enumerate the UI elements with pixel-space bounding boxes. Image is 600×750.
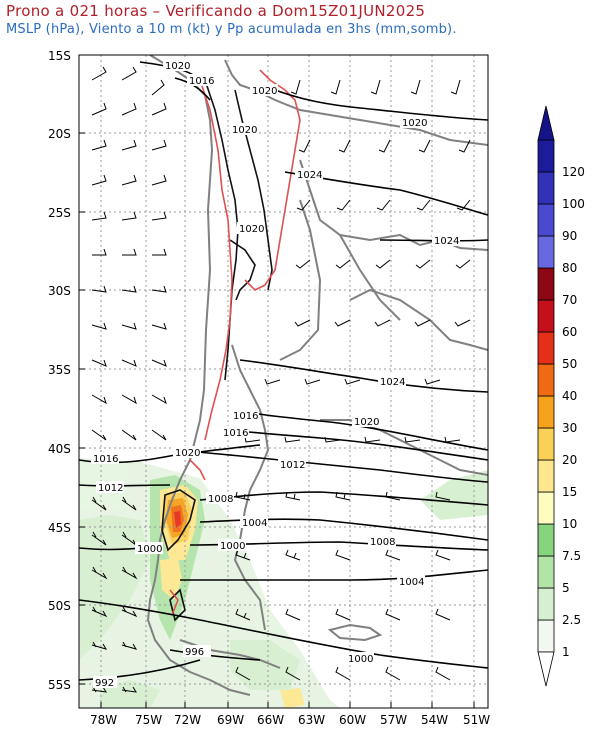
- colorbar-label: 15: [562, 485, 577, 499]
- lat-tick-label: 35S: [48, 363, 71, 377]
- colorbar-segment: [537, 491, 555, 525]
- axis-ticks: [79, 54, 475, 708]
- lat-tick-label: 50S: [48, 599, 71, 613]
- lon-tick-label: 66W: [257, 713, 284, 727]
- isobar-label: 1020: [239, 224, 264, 235]
- lat-tick-label: 45S: [48, 521, 71, 535]
- map-subtitle: MSLP (hPa), Viento a 10 m (kt) y Pp acum…: [6, 22, 457, 37]
- colorbar-label: 2.5: [562, 613, 581, 627]
- colorbar-segment: [537, 555, 555, 589]
- lon-tick-label: 69W: [217, 713, 244, 727]
- lon-tick-label: 78W: [90, 713, 117, 727]
- isobar-label-group: 1020 1016 1020 1020 1020 1024 1024 1020 …: [91, 59, 460, 689]
- lat-tick-label: 40S: [48, 442, 71, 456]
- isobar-label: 1012: [98, 483, 123, 494]
- plot-frame: [78, 54, 489, 709]
- colorbar-segment: [537, 139, 555, 173]
- colorbar-segment: [537, 523, 555, 557]
- lat-tick-label: 15S: [48, 49, 71, 63]
- isobar-label: 1008: [370, 537, 395, 548]
- lat-tick-label: 30S: [48, 284, 71, 298]
- colorbar-segment: [537, 171, 555, 205]
- isobar-label: 1016: [93, 454, 118, 465]
- colorbar-segment: [537, 363, 555, 397]
- isobar-label: 1020: [402, 118, 427, 129]
- isobar-label: 1000: [348, 654, 373, 665]
- high-terrain-contour: [169, 69, 301, 616]
- colorbar-segment: [537, 235, 555, 269]
- colorbar-segment: [537, 203, 555, 237]
- colorbar-segment: [537, 299, 555, 333]
- colorbar-label: 10: [562, 517, 577, 531]
- colorbar-upper-arrow: [537, 105, 555, 141]
- colorbar-segment: [537, 459, 555, 493]
- lon-tick-label: 57W: [380, 713, 407, 727]
- isobar-label: 1024: [380, 377, 405, 388]
- isobar-label: 1004: [242, 518, 267, 529]
- colorbar-segment: [537, 395, 555, 429]
- wind-barbs: [91, 66, 471, 693]
- isobar-label: 1024: [434, 236, 459, 247]
- colorbar-label: 120: [562, 165, 585, 179]
- lon-tick-label: 63W: [298, 713, 325, 727]
- lon-tick-label: 51W: [463, 713, 490, 727]
- isobar-label: 1020: [232, 125, 257, 136]
- map-title: Prono a 021 horas – Verificando a Dom15Z…: [6, 2, 426, 20]
- colorbar-segment: [537, 267, 555, 301]
- colorbar-segment: [537, 619, 555, 653]
- colorbar-segment: [537, 427, 555, 461]
- lon-tick-label: 75W: [135, 713, 162, 727]
- colorbar-label: 20: [562, 453, 577, 467]
- isobar-label: 1020: [252, 86, 277, 97]
- isobar-label: 992: [95, 678, 114, 689]
- colorbar-segment: [537, 587, 555, 621]
- isobar-label: 1016: [189, 76, 214, 87]
- latitude-axis: 15S 20S 25S 30S 35S 40S 45S 50S 55S: [48, 49, 71, 692]
- colorbar-label: 1: [562, 645, 570, 659]
- colorbar-label: 5: [562, 581, 570, 595]
- colorbar-label: 60: [562, 325, 577, 339]
- lat-tick-label: 55S: [48, 678, 71, 692]
- colorbar-label: 30: [562, 421, 577, 435]
- colorbar-label: 70: [562, 293, 577, 307]
- colorbar-label: 100: [562, 197, 585, 211]
- lat-lon-grid: [79, 55, 488, 708]
- colorbar-label: 40: [562, 389, 577, 403]
- colorbar-lower-arrow: [537, 651, 555, 687]
- isobar-label: 1016: [233, 411, 258, 422]
- isobar-label: 1012: [280, 460, 305, 471]
- lat-tick-label: 25S: [48, 206, 71, 220]
- lon-tick-label: 54W: [421, 713, 448, 727]
- colorbar-segment: [537, 331, 555, 365]
- isobar-label: 1004: [399, 577, 424, 588]
- lon-tick-label: 72W: [174, 713, 201, 727]
- isobar-label: 1020: [165, 61, 190, 72]
- isobar-label: 1016: [223, 428, 248, 439]
- colorbar-label: 80: [562, 261, 577, 275]
- colorbar-label: 7.5: [562, 549, 581, 563]
- isobar-label: 1020: [175, 448, 200, 459]
- isobar-label: 1020: [354, 417, 379, 428]
- isobar-label: 996: [185, 647, 204, 658]
- lon-tick-label: 60W: [339, 713, 366, 727]
- isobar-label: 1000: [220, 541, 245, 552]
- colorbar-label: 90: [562, 229, 577, 243]
- longitude-axis: 78W 75W 72W 69W 66W 63W 60W 57W 54W 51W: [90, 713, 490, 727]
- lat-tick-label: 20S: [48, 127, 71, 141]
- colorbar-label: 50: [562, 357, 577, 371]
- isobar-label: 1024: [297, 170, 322, 181]
- isobar-label: 1000: [137, 544, 162, 555]
- precipitation-colorbar: 1 2.5 5 7.5 10 15 20 30 40 50 60 70 80 90 100 120: [537, 105, 585, 687]
- isobar-label: 1008: [208, 494, 233, 505]
